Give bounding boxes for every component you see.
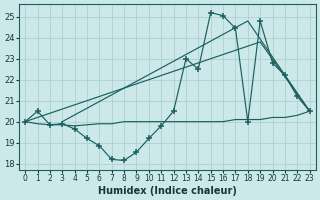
X-axis label: Humidex (Indice chaleur): Humidex (Indice chaleur)	[98, 186, 237, 196]
